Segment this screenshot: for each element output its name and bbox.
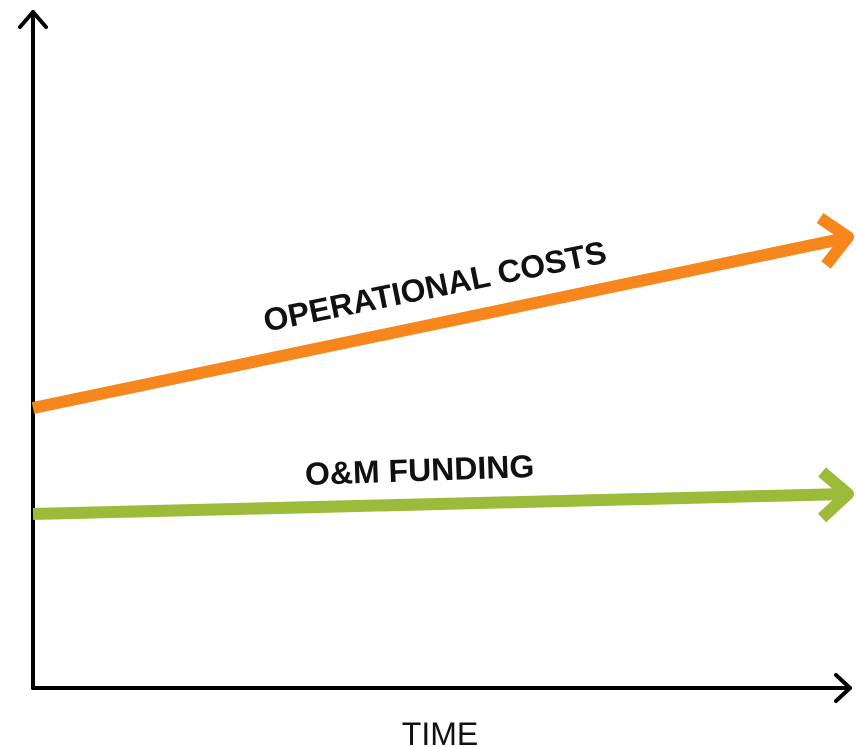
x-axis-arrowhead <box>834 673 852 703</box>
arrow-head <box>816 213 854 269</box>
arrow-shaft <box>32 488 847 520</box>
arrow-head <box>817 467 854 523</box>
om-funding-label: O&M FUNDING <box>304 448 534 492</box>
y-axis-arrowhead <box>18 10 48 29</box>
operational-costs-arrow <box>31 213 854 414</box>
arrow-shaft <box>31 232 848 414</box>
om-funding-arrow <box>32 467 854 523</box>
x-axis-label: TIME <box>402 716 478 747</box>
